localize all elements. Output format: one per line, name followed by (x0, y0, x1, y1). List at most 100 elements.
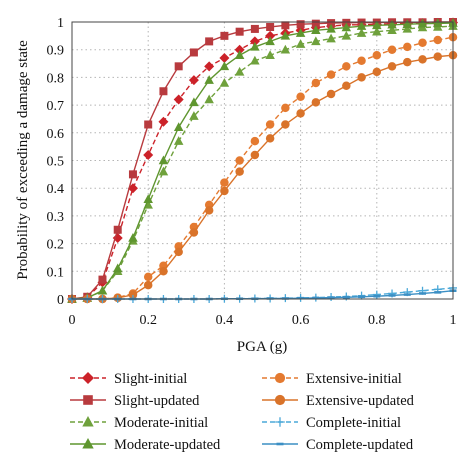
data-point (265, 30, 276, 41)
data-point (326, 70, 336, 79)
data-point (372, 20, 382, 30)
series-moderate-updated (67, 18, 458, 303)
data-point (234, 44, 245, 55)
data-point (234, 66, 245, 76)
data-point (341, 30, 352, 40)
x-tick-label: 0.6 (292, 313, 310, 328)
x-tick-label: 0.4 (216, 313, 234, 328)
data-point (143, 280, 153, 290)
data-point (311, 36, 321, 46)
data-point (219, 77, 230, 87)
data-point (433, 35, 443, 45)
data-point (189, 48, 198, 57)
y-axis-label: Probability of exceeding a damage state (15, 40, 31, 280)
data-point (388, 294, 396, 297)
data-point (219, 61, 230, 71)
legend-marker (83, 395, 93, 405)
legend-label: Extensive-initial (306, 371, 402, 387)
data-point (158, 166, 169, 176)
data-point (173, 136, 184, 145)
data-point (205, 37, 214, 46)
data-point (418, 55, 427, 64)
data-point (387, 25, 397, 35)
data-point (128, 290, 138, 300)
legend-label: Moderate-initial (114, 415, 208, 431)
data-point (342, 62, 351, 71)
data-point (266, 297, 274, 300)
data-point (128, 170, 137, 179)
data-point (113, 225, 122, 234)
data-point (189, 111, 199, 120)
data-point (158, 116, 169, 127)
data-point (296, 92, 305, 102)
data-point (235, 167, 244, 176)
legend-marker (275, 417, 285, 427)
legend-label: Slight-updated (114, 393, 200, 409)
data-point (159, 267, 168, 276)
y-tick-label: 0.7 (47, 99, 65, 114)
data-point (97, 285, 108, 295)
tick-labels: 0 0.1 0.2 0.3 0.4 0.5 0.6 0.7 0.8 0.9 1 0 0.2 0.4 0.6 0… (47, 16, 457, 328)
legend: Slight-initial Slight-updated Moderate-ini… (70, 371, 415, 453)
data-point (342, 81, 351, 90)
data-point (403, 57, 412, 67)
data-point (144, 120, 153, 129)
data-point (402, 23, 413, 33)
x-tick-label: 1 (450, 313, 457, 328)
series-extensive-updated (67, 50, 458, 304)
data-point (173, 122, 184, 132)
data-point (249, 36, 260, 47)
data-point (387, 62, 397, 71)
data-point (327, 296, 335, 299)
data-point (281, 103, 290, 113)
data-point (250, 41, 260, 51)
data-point (296, 20, 305, 29)
y-tick-label: 0.3 (47, 210, 65, 225)
data-point (143, 272, 153, 282)
y-tick-label: 0.9 (47, 44, 65, 59)
series-extensive-initial (67, 32, 458, 304)
data-point (418, 38, 427, 48)
data-point (356, 28, 367, 37)
data-point (402, 19, 413, 28)
data-point (311, 19, 320, 28)
data-point (250, 150, 260, 160)
legend-label: Complete-updated (306, 437, 414, 453)
legend-marker (82, 372, 94, 384)
data-point (174, 247, 183, 257)
data-point (387, 45, 397, 54)
data-point (417, 18, 428, 28)
data-point (433, 18, 443, 28)
data-point (295, 39, 306, 48)
data-point (265, 50, 275, 59)
legend-entry: Slight-initial (70, 371, 187, 387)
legend-label: Extensive-updated (306, 393, 415, 409)
data-point (372, 26, 382, 36)
x-tick-label: 0 (69, 313, 76, 328)
data-point (189, 97, 199, 107)
legend-marker (82, 416, 94, 427)
y-tick-label: 1 (57, 16, 64, 31)
data-point (204, 94, 214, 104)
legend-entry: Complete-initial (262, 415, 401, 431)
data-point (280, 30, 291, 40)
series-layer (67, 17, 458, 304)
data-point (204, 61, 215, 72)
data-point (295, 28, 306, 37)
data-point (356, 21, 367, 30)
data-point (357, 56, 366, 66)
x-tick-label: 0.8 (368, 313, 386, 328)
data-point (326, 33, 336, 43)
data-point (341, 22, 352, 32)
legend-label: Complete-initial (306, 415, 401, 431)
legend-entry: Slight-updated (70, 393, 200, 409)
data-point (311, 98, 321, 107)
data-point (112, 263, 123, 273)
data-point (357, 73, 366, 82)
data-point (266, 22, 275, 31)
data-point (372, 50, 382, 60)
data-point (235, 27, 244, 36)
data-point (204, 206, 214, 215)
data-point (296, 109, 305, 118)
data-point (434, 291, 442, 294)
